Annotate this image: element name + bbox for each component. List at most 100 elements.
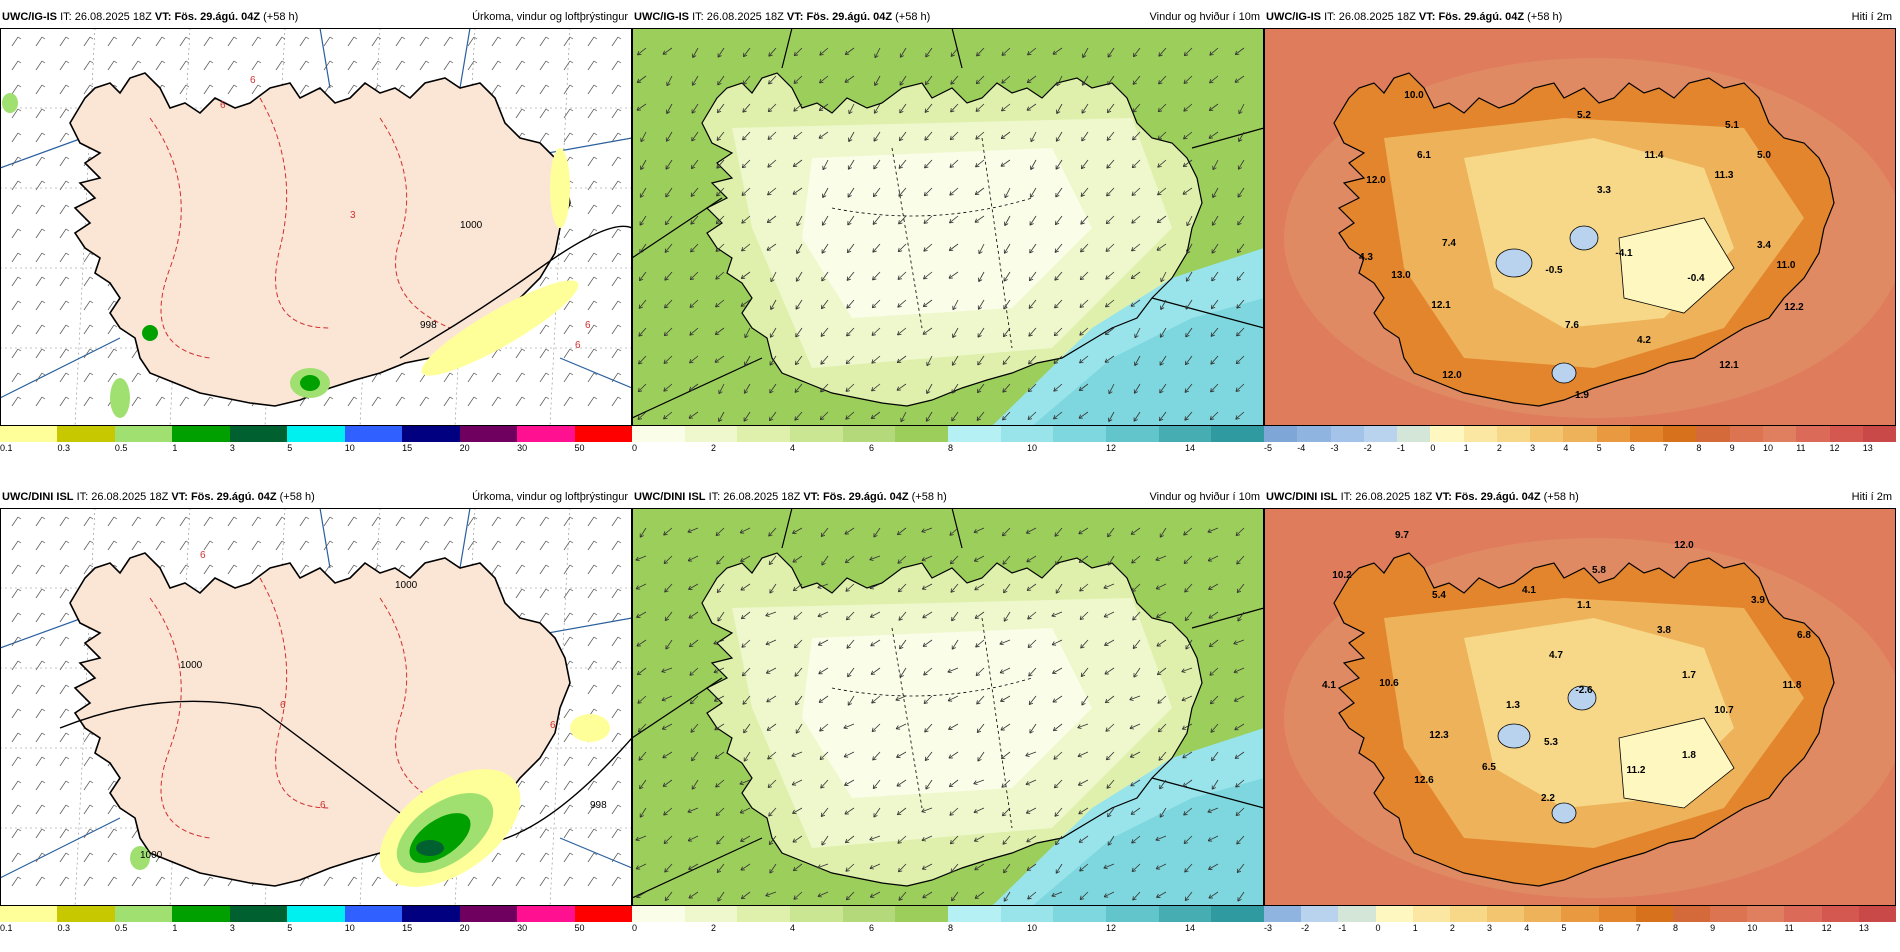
colorbar [632,426,1264,442]
colorbar-swatch [1747,906,1784,922]
model-name: UWC/IG-IS [2,11,57,23]
colorbar-tick-label: 20 [460,443,470,453]
temperature-label: 7.4 [1442,238,1456,249]
panel-dini-precip: UWC/DINI ISL IT: 26.08.2025 18Z VT: Fös.… [0,486,632,952]
colorbar-swatch [790,906,843,922]
colorbar-swatch [1530,426,1563,442]
colorbar-swatch [115,906,172,922]
colorbar-tick-label: 6 [869,443,874,453]
isobar-label: 6 [550,720,556,731]
temperature-label: -0.4 [1687,273,1705,284]
lead-time: (+58 h) [895,11,930,23]
colorbar-swatch [0,426,57,442]
temperature-label: 10.6 [1379,678,1399,689]
colorbar-tick-label: 8 [1696,443,1701,453]
colorbar [1264,426,1896,442]
colorbar-swatch [790,426,843,442]
temperature-label: 7.6 [1565,320,1579,331]
colorbar-swatch [1796,426,1829,442]
colorbar-swatch [1159,906,1212,922]
colorbar-swatch [1106,426,1159,442]
model-name: UWC/DINI ISL [634,491,706,503]
wind-map [632,28,1264,426]
colorbar-swatch [460,906,517,922]
colorbar-tick-label: 3 [230,443,235,453]
valid-time: Fös. 29.ágú. 04Z [806,11,892,23]
valid-time: Fös. 29.ágú. 04Z [174,11,260,23]
colorbar-tick-label: 10 [1027,443,1037,453]
panel-header: UWC/DINI ISL IT: 26.08.2025 18Z VT: Fös.… [1264,486,1896,508]
panel-title: Hiti í 2m [1852,6,1892,28]
isobar-label: 998 [420,320,437,331]
colorbar-swatch [1001,906,1054,922]
colorbar-swatch [287,426,344,442]
isobar-label: 6 [200,550,206,561]
colorbar-tick-label: 5 [287,923,292,933]
temperature-label: 4.1 [1522,585,1536,596]
colorbar-tick-label: -4 [1297,443,1305,453]
colorbar-tick-label: 50 [575,923,585,933]
colorbar-swatch [230,906,287,922]
temperature-label: 1.9 [1575,390,1589,401]
colorbar-swatch [1338,906,1375,922]
temperature-label: 1.3 [1506,700,1520,711]
colorbar-tick-label: 5 [1597,443,1602,453]
colorbar-swatch [843,426,896,442]
colorbar-tick-label: 5 [287,443,292,453]
colorbar-tick-label: 10 [1747,923,1757,933]
colorbar-tick-label: 14 [1185,923,1195,933]
isobar-label: 1000 [180,660,203,671]
isobar-label: 1000 [140,850,163,861]
panel-title: Úrkoma, vindur og loftþrýstingur [472,6,628,28]
model-name: UWC/DINI ISL [1266,491,1338,503]
colorbar-tick-label: 1 [1413,923,1418,933]
colorbar-tick-label: 12 [1829,443,1839,453]
colorbar-swatch [57,906,114,922]
colorbar-swatch [1211,426,1264,442]
colorbar-swatch [1364,426,1397,442]
colorbar-swatch [1784,906,1821,922]
colorbar-swatch [1450,906,1487,922]
temperature-label: 5.3 [1544,737,1558,748]
colorbar-tick-label: 0.3 [57,443,70,453]
temperature-label: 1.7 [1682,670,1696,681]
temperature-label: 6.8 [1797,630,1811,641]
temperature-label: 12.1 [1431,300,1451,311]
wind-map-canvas [632,508,1264,906]
temperature-label: 12.6 [1414,775,1434,786]
colorbar-swatch [1663,426,1696,442]
temperature-label: 3.3 [1597,185,1611,196]
colorbar-tick-label: 2 [711,443,716,453]
colorbar-tick-label: 6 [1599,923,1604,933]
temperature-label: 10.2 [1332,570,1352,581]
colorbar-tick-label: 50 [575,443,585,453]
temperature-label: 5.8 [1592,565,1606,576]
lead-time: (+58 h) [1527,11,1562,23]
temperature-label: 5.1 [1725,120,1739,131]
panel-title: Hiti í 2m [1852,486,1892,508]
temperature-label: 10.7 [1714,705,1734,716]
temperature-label: 6.5 [1482,762,1496,773]
temperature-label: 9.7 [1395,530,1409,541]
colorbar-tick-label: -1 [1397,443,1405,453]
vt-label: VT: [803,491,820,503]
panel-title: Úrkoma, vindur og loftþrýstingur [472,486,628,508]
colorbar-tick-label: 13 [1863,443,1873,453]
valid-time: Fös. 29.ágú. 04Z [1455,491,1541,503]
colorbar-swatch [1630,426,1663,442]
colorbar-tick-label: 9 [1730,443,1735,453]
model-name: UWC/IG-IS [634,11,689,23]
colorbar-tick-label: 10 [345,923,355,933]
colorbar-swatch [0,906,57,922]
colorbar-swatch [895,906,948,922]
colorbar-swatch [172,426,229,442]
temperature-label: 13.0 [1391,270,1411,281]
colorbar-swatch [737,426,790,442]
colorbar-tick-label: 2 [711,923,716,933]
temperature-label: 11.0 [1777,260,1796,271]
temperature-label: 3.9 [1751,595,1765,606]
valid-time: Fös. 29.ágú. 04Z [1438,11,1524,23]
